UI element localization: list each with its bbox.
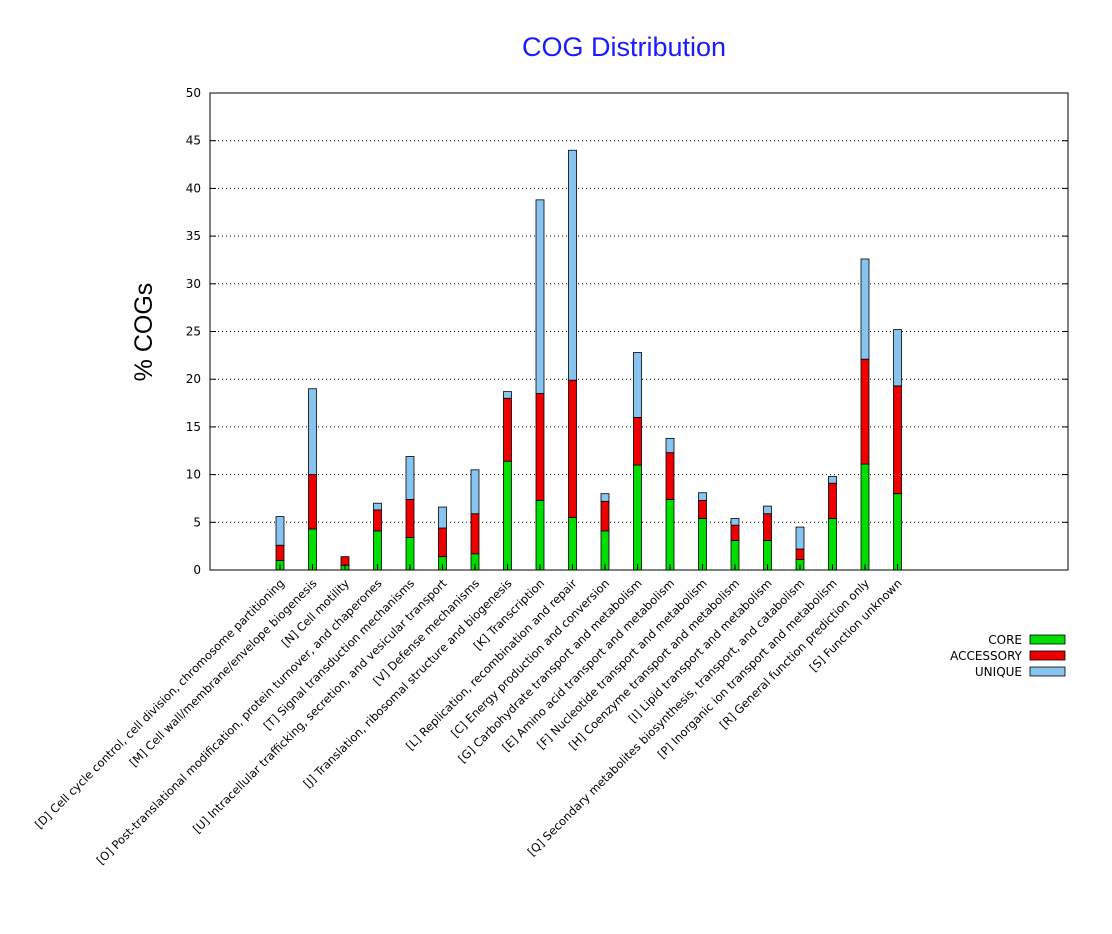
bar-accessory-segment <box>373 509 382 532</box>
legend-label: UNIQUE <box>975 665 1022 679</box>
bar-unique-segment <box>665 437 675 454</box>
bar-unique-segment <box>893 329 902 387</box>
bar-core-segment <box>698 518 707 571</box>
y-tick-label: 40 <box>186 181 201 195</box>
y-tick-label: 30 <box>186 277 201 291</box>
bar-unique-segment <box>405 456 415 500</box>
legend: CORE ACCESSORY UNIQUE <box>950 633 1066 679</box>
y-tick-label: 50 <box>186 86 201 100</box>
bar-unique-segment <box>275 516 285 546</box>
legend-swatch <box>1029 650 1066 661</box>
y-tick-label: 15 <box>186 420 201 434</box>
bar-unique-segment <box>763 505 772 515</box>
bar-accessory-segment <box>893 385 902 495</box>
bar-unique-segment <box>535 199 545 394</box>
y-axis-ticks: 0 5 10 15 20 25 30 35 40 45 50 <box>186 86 1068 577</box>
bar-accessory-segment <box>535 393 545 501</box>
chart-title: COG Distribution <box>522 32 726 62</box>
bar-accessory-segment <box>828 482 837 519</box>
bar-unique-segment <box>308 388 317 475</box>
bar-accessory-segment <box>633 416 642 466</box>
x-category-label: [R] General function prediction only <box>717 576 873 732</box>
bar-core-segment <box>308 528 317 571</box>
bar-accessory-segment <box>568 379 577 518</box>
y-tick-label: 10 <box>186 468 201 482</box>
bar-core-segment <box>535 499 545 571</box>
bar-accessory-segment <box>340 556 350 566</box>
bar-unique-segment <box>633 352 642 418</box>
bar-core-segment <box>665 499 675 571</box>
y-tick-label: 0 <box>193 563 201 577</box>
bar-unique-segment <box>600 493 610 502</box>
bar-unique-segment <box>860 258 870 360</box>
bar-unique-segment <box>730 518 740 526</box>
bars <box>275 149 902 571</box>
bar-accessory-segment <box>438 527 447 558</box>
bar-accessory-segment <box>665 452 675 500</box>
bar-unique-segment <box>503 391 512 399</box>
bar-accessory-segment <box>600 500 610 532</box>
bar-unique-segment <box>373 502 382 511</box>
bar-accessory-segment <box>860 358 870 465</box>
bar-accessory-segment <box>405 499 415 538</box>
x-axis-labels: [D] Cell cycle control, cell division, c… <box>32 564 905 867</box>
legend-swatch <box>1029 666 1066 677</box>
legend-label: ACCESSORY <box>950 649 1023 663</box>
bar-accessory-segment <box>308 474 317 530</box>
bar-accessory-segment <box>470 513 480 555</box>
bar-accessory-segment <box>698 499 707 519</box>
bar-core-segment <box>503 460 512 571</box>
bar-unique-segment <box>438 506 447 529</box>
bar-core-segment <box>828 518 837 571</box>
bar-unique-segment <box>470 469 480 515</box>
bar-core-segment <box>860 463 870 571</box>
bar-core-segment <box>893 493 902 571</box>
y-tick-label: 45 <box>186 134 201 148</box>
bar-unique-segment <box>795 526 805 550</box>
y-tick-label: 25 <box>186 325 201 339</box>
y-tick-label: 5 <box>193 515 201 529</box>
y-tick-label: 20 <box>186 372 201 386</box>
bar-core-segment <box>633 464 642 571</box>
bar-accessory-segment <box>275 544 285 561</box>
bar-core-segment <box>568 517 577 571</box>
legend-swatch <box>1029 634 1066 645</box>
y-tick-label: 35 <box>186 229 201 243</box>
y-axis-title: % COGs <box>130 283 158 382</box>
bar-unique-segment <box>698 492 707 501</box>
bar-accessory-segment <box>503 397 512 462</box>
bar-accessory-segment <box>763 513 772 541</box>
bar-unique-segment <box>828 476 837 484</box>
bar-unique-segment <box>568 149 577 381</box>
legend-label: CORE <box>988 633 1022 647</box>
bar-accessory-segment <box>730 524 740 541</box>
bar-accessory-segment <box>795 548 805 560</box>
